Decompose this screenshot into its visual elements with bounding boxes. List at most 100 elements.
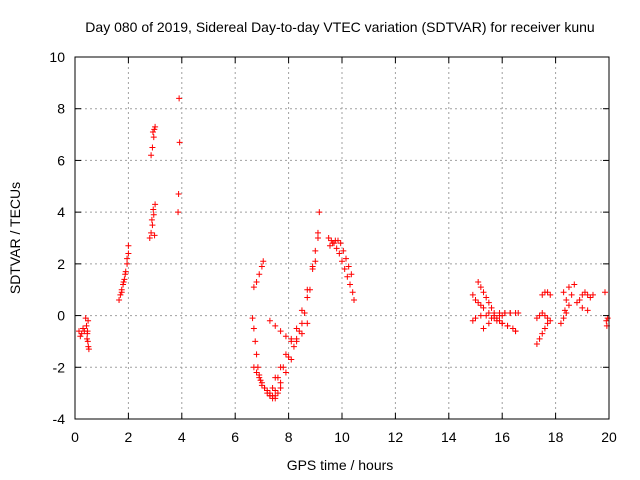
- data-point: [584, 291, 591, 298]
- y-tick-label: 2: [57, 256, 65, 272]
- data-point: [84, 338, 91, 345]
- series-t18.8: [573, 289, 596, 314]
- data-point: [541, 325, 548, 332]
- data-point: [272, 374, 279, 381]
- data-point: [493, 317, 500, 324]
- x-tick-label: 18: [548, 429, 564, 445]
- data-point: [148, 152, 155, 159]
- data-point: [472, 297, 479, 304]
- data-point: [544, 315, 551, 322]
- x-tick-label: 14: [441, 429, 457, 445]
- data-point: [573, 299, 580, 306]
- data-point: [496, 312, 503, 319]
- y-tick-label: 0: [57, 308, 65, 324]
- y-tick-label: 10: [49, 49, 65, 65]
- x-tick-label: 16: [494, 429, 510, 445]
- data-point: [469, 317, 476, 324]
- data-point: [250, 364, 257, 371]
- data-point: [148, 229, 155, 236]
- data-point: [604, 315, 611, 322]
- data-point: [76, 328, 83, 335]
- data-point: [256, 271, 263, 278]
- data-point: [347, 281, 354, 288]
- data-point: [125, 242, 132, 249]
- x-tick-label: 2: [125, 429, 133, 445]
- data-point: [334, 237, 341, 244]
- data-point: [282, 333, 289, 340]
- x-tick-label: 4: [178, 429, 186, 445]
- data-point: [533, 315, 540, 322]
- data-point: [150, 206, 157, 213]
- data-point: [509, 325, 516, 332]
- data-point: [261, 384, 268, 391]
- data-point: [571, 281, 578, 288]
- data-point: [336, 250, 343, 257]
- data-point: [175, 191, 182, 198]
- data-point: [304, 294, 311, 301]
- data-point: [282, 351, 289, 358]
- data-point: [341, 266, 348, 273]
- series-t17.5: [539, 289, 554, 298]
- data-point: [176, 95, 183, 102]
- series-t7.5: [272, 247, 319, 381]
- y-tick-label: 8: [57, 101, 65, 117]
- data-point: [563, 297, 570, 304]
- data-point: [293, 335, 300, 342]
- data-point: [560, 289, 567, 296]
- data-point: [121, 276, 128, 283]
- data-point: [485, 320, 492, 327]
- data-point: [499, 320, 506, 327]
- data-point: [272, 387, 279, 394]
- x-tick-label: 10: [334, 429, 350, 445]
- series-t2.9b: [146, 201, 159, 241]
- series-t2.9a: [148, 123, 159, 159]
- data-point: [584, 307, 591, 314]
- data-point: [249, 315, 256, 322]
- data-point: [565, 302, 572, 309]
- data-point: [477, 312, 484, 319]
- series-t7.3c: [266, 317, 311, 342]
- data-point: [298, 307, 305, 314]
- data-point: [85, 346, 92, 353]
- y-tick-label: 6: [57, 152, 65, 168]
- data-point: [290, 343, 297, 350]
- data-point: [337, 240, 344, 247]
- data-point: [475, 299, 482, 306]
- data-point: [277, 364, 284, 371]
- data-point: [477, 302, 484, 309]
- data-point: [309, 263, 316, 270]
- data-point: [277, 328, 284, 335]
- data-point: [329, 240, 336, 247]
- data-point: [272, 322, 279, 329]
- data-point: [477, 284, 484, 291]
- data-point: [485, 309, 492, 316]
- series-t6.7a: [250, 258, 267, 291]
- data-point: [252, 338, 259, 345]
- data-point: [122, 268, 129, 275]
- chart-title: Day 080 of 2019, Sidereal Day-to-day VTE…: [85, 19, 594, 35]
- data-point: [491, 315, 498, 322]
- data-point: [348, 271, 355, 278]
- data-point: [603, 317, 610, 324]
- data-point: [250, 325, 257, 332]
- data-point: [480, 304, 487, 311]
- data-point: [488, 304, 495, 311]
- data-point: [84, 328, 91, 335]
- y-tick-label: -4: [53, 411, 66, 427]
- data-point: [301, 309, 308, 316]
- data-point: [304, 320, 311, 327]
- data-point: [536, 335, 543, 342]
- data-point: [539, 291, 546, 298]
- data-point: [333, 245, 340, 252]
- data-point: [312, 247, 319, 254]
- data-points: [76, 95, 611, 402]
- data-point: [345, 263, 352, 270]
- data-point: [85, 343, 92, 350]
- data-point: [547, 291, 554, 298]
- data-point: [149, 222, 156, 229]
- data-point: [150, 134, 157, 141]
- data-point: [480, 289, 487, 296]
- data-point: [151, 126, 158, 133]
- data-point: [269, 384, 276, 391]
